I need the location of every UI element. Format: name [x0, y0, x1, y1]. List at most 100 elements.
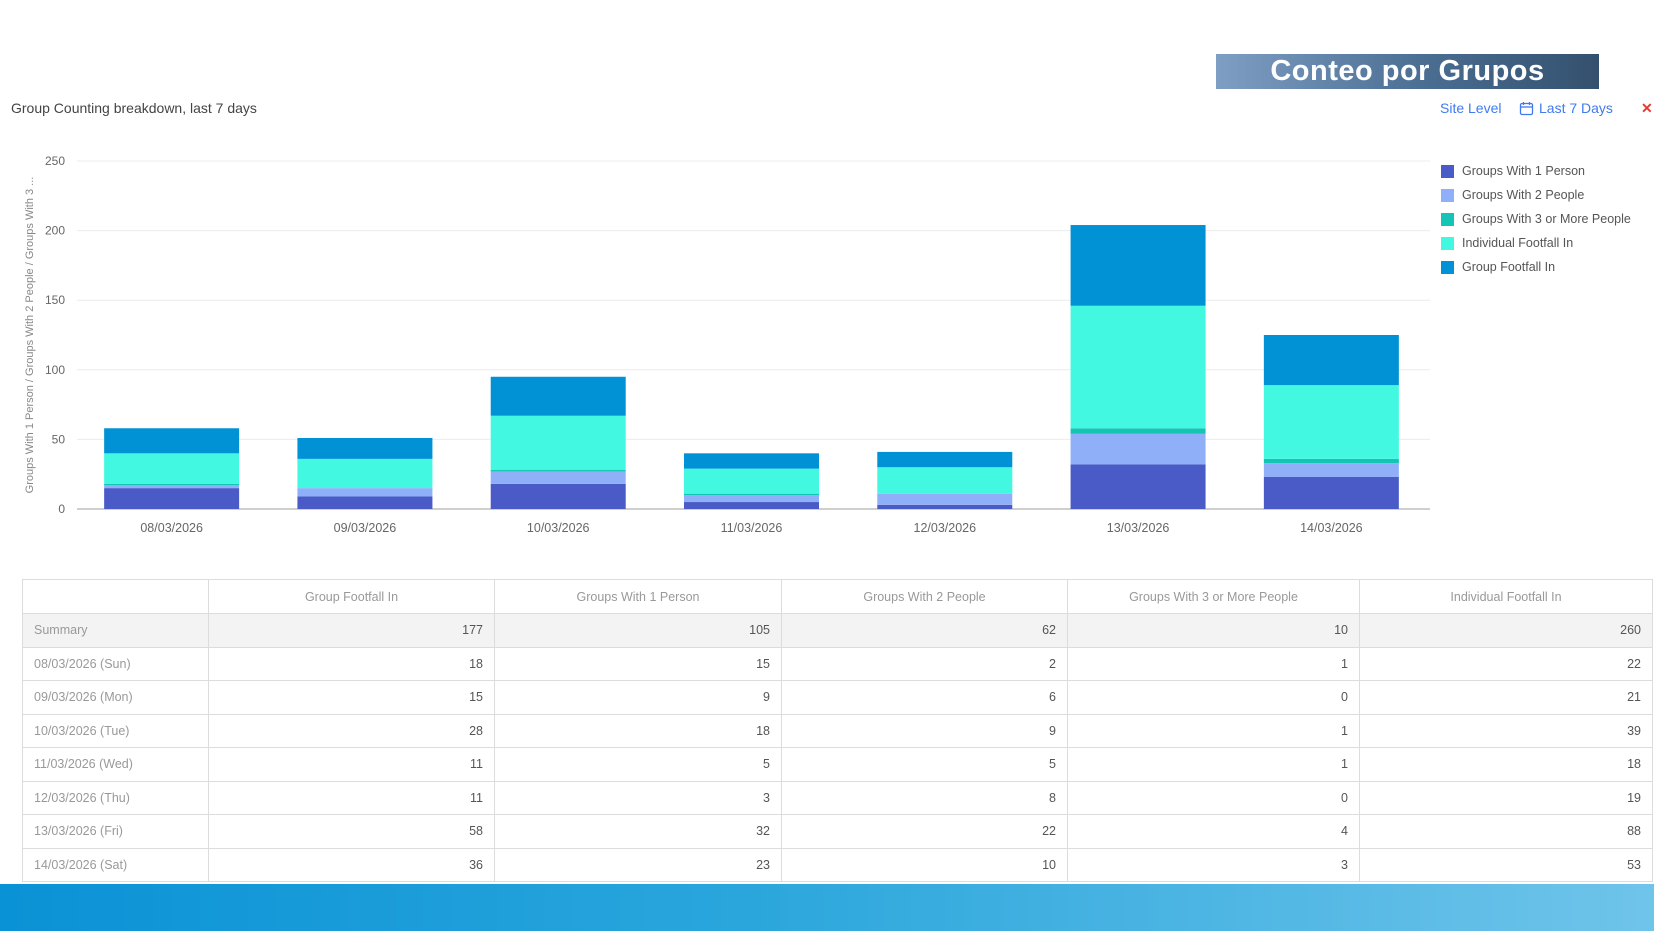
- bar-segment: [684, 493, 819, 496]
- legend-label: Groups With 2 People: [1462, 188, 1585, 202]
- value-cell: 18: [208, 646, 495, 681]
- table-header-row: Group Footfall In Groups With 1 Person Gro…: [22, 579, 1653, 614]
- bar-segment: [684, 502, 819, 509]
- x-tick-label: 12/03/2026: [914, 521, 977, 535]
- bar-segment: [1070, 305, 1206, 429]
- bar-segment: [490, 376, 626, 416]
- value-cell: 28: [208, 713, 495, 748]
- table-row: 09/03/2026 (Mon) 15 9 6 0 21: [22, 680, 1653, 715]
- summary-row: Summary 177 105 62 10 260: [22, 613, 1653, 648]
- y-tick-label: 100: [45, 363, 65, 377]
- table-header-cell[interactable]: [22, 579, 209, 614]
- value-cell: 62: [781, 613, 1068, 648]
- value-cell: 3: [494, 780, 782, 815]
- bar-segment: [877, 451, 1013, 468]
- bar-segment: [490, 483, 626, 509]
- x-tick-label: 08/03/2026: [140, 521, 203, 535]
- value-cell: 10: [1067, 613, 1360, 648]
- bar-segment: [104, 483, 240, 486]
- calendar-icon[interactable]: [1519, 101, 1534, 116]
- close-icon[interactable]: ✕: [1641, 100, 1653, 116]
- value-cell: 10: [781, 847, 1068, 882]
- bar-segment: [104, 485, 240, 489]
- bar-segment: [297, 496, 433, 509]
- value-cell: 6: [781, 680, 1068, 715]
- value-cell: 18: [494, 713, 782, 748]
- data-table-container: Group Footfall In Groups With 1 Person Gro…: [22, 579, 1653, 882]
- bar-segment: [490, 471, 626, 484]
- table-header-cell[interactable]: Individual Footfall In: [1359, 579, 1653, 614]
- value-cell: 1: [1067, 713, 1360, 748]
- y-tick-label: 250: [45, 154, 65, 168]
- value-cell: 177: [208, 613, 495, 648]
- date-range-link[interactable]: Last 7 Days: [1539, 100, 1613, 116]
- value-cell: 15: [208, 680, 495, 715]
- table-header-cell[interactable]: Groups With 3 or More People: [1067, 579, 1360, 614]
- x-tick-label: 14/03/2026: [1300, 521, 1363, 535]
- value-cell: 8: [781, 780, 1068, 815]
- bar-segment: [684, 495, 819, 503]
- row-label-cell: Summary: [22, 613, 209, 648]
- table-row: 13/03/2026 (Fri) 58 32 22 4 88: [22, 814, 1653, 849]
- row-label-cell: 09/03/2026 (Mon): [22, 680, 209, 715]
- bar-segment: [297, 438, 433, 459]
- value-cell: 4: [1067, 814, 1360, 849]
- value-cell: 2: [781, 646, 1068, 681]
- x-tick-label: 10/03/2026: [527, 521, 590, 535]
- value-cell: 3: [1067, 847, 1360, 882]
- legend-swatch: [1441, 213, 1454, 226]
- bar-segment: [1070, 225, 1206, 306]
- value-cell: 0: [1067, 780, 1360, 815]
- legend-label: Group Footfall In: [1462, 260, 1556, 274]
- x-tick-label: 13/03/2026: [1107, 521, 1170, 535]
- table-header-cell[interactable]: Groups With 1 Person: [494, 579, 782, 614]
- legend-label: Individual Footfall In: [1462, 236, 1574, 250]
- table-row: 14/03/2026 (Sat) 36 23 10 3 53: [22, 847, 1653, 882]
- bar-segment: [684, 468, 819, 494]
- bar-segment: [1070, 464, 1206, 509]
- row-label-cell: 14/03/2026 (Sat): [22, 847, 209, 882]
- row-label-cell: 13/03/2026 (Fri): [22, 814, 209, 849]
- value-cell: 0: [1067, 680, 1360, 715]
- value-cell: 11: [208, 747, 495, 782]
- table-header-cell[interactable]: Group Footfall In: [208, 579, 495, 614]
- bar-segment: [104, 453, 240, 484]
- y-tick-label: 200: [45, 224, 65, 238]
- table-row: 08/03/2026 (Sun) 18 15 2 1 22: [22, 646, 1653, 681]
- value-cell: 36: [208, 847, 495, 882]
- table-header-cell[interactable]: Groups With 2 People: [781, 579, 1068, 614]
- value-cell: 1: [1067, 747, 1360, 782]
- table-row: 12/03/2026 (Thu) 11 3 8 0 19: [22, 780, 1653, 815]
- page-banner-title: Conteo por Grupos: [1216, 54, 1599, 89]
- value-cell: 19: [1359, 780, 1653, 815]
- value-cell: 22: [1359, 646, 1653, 681]
- bar-segment: [684, 453, 819, 469]
- bar-segment: [1263, 476, 1399, 509]
- y-tick-label: 50: [52, 432, 66, 446]
- bar-segment: [877, 504, 1013, 509]
- site-level-link[interactable]: Site Level: [1440, 100, 1502, 116]
- y-axis-label: Groups With 1 Person / Groups With 2 Peo…: [24, 177, 36, 494]
- value-cell: 9: [781, 713, 1068, 748]
- bar-segment: [104, 488, 240, 509]
- value-cell: 11: [208, 780, 495, 815]
- x-tick-label: 09/03/2026: [334, 521, 397, 535]
- bar-segment: [877, 467, 1013, 494]
- bar-segment: [297, 488, 433, 497]
- row-label-cell: 12/03/2026 (Thu): [22, 780, 209, 815]
- bar-segment: [104, 428, 240, 454]
- legend-swatch: [1441, 237, 1454, 250]
- bar-segment: [1070, 428, 1206, 434]
- y-tick-label: 150: [45, 293, 65, 307]
- row-label-cell: 11/03/2026 (Wed): [22, 747, 209, 782]
- bar-segment: [490, 415, 626, 471]
- value-cell: 53: [1359, 847, 1653, 882]
- bar-segment: [1263, 463, 1399, 477]
- value-cell: 23: [494, 847, 782, 882]
- value-cell: 9: [494, 680, 782, 715]
- bar-segment: [1263, 385, 1399, 459]
- value-cell: 88: [1359, 814, 1653, 849]
- value-cell: 105: [494, 613, 782, 648]
- value-cell: 58: [208, 814, 495, 849]
- legend-label: Groups With 3 or More People: [1462, 212, 1631, 226]
